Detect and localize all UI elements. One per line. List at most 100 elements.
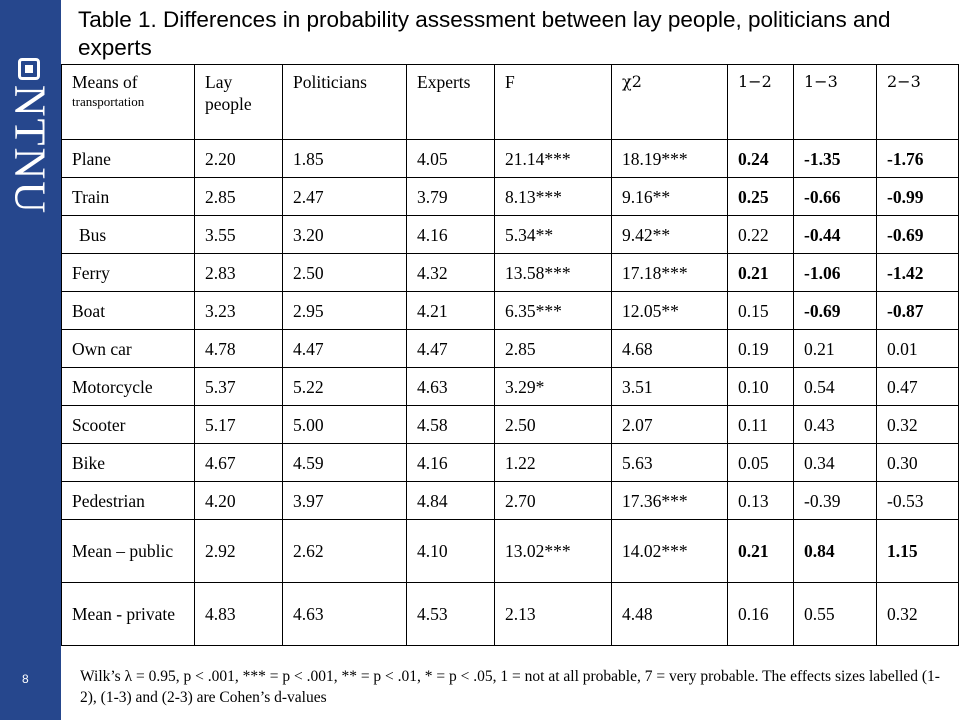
header-chi2: χ2	[611, 64, 728, 140]
cell-transport: Ferry	[61, 253, 195, 292]
cell-lay: 4.20	[194, 481, 283, 520]
cell-d23: 1.15	[876, 519, 959, 583]
cell-politicians: 4.59	[282, 443, 407, 482]
cell-lay: 4.67	[194, 443, 283, 482]
cell-experts: 4.16	[406, 215, 495, 254]
header-lay-people: Lay people	[194, 64, 283, 140]
table-row: Plane 2.20 1.85 4.05 21.14*** 18.19*** 0.24 -1.…	[61, 139, 959, 178]
slide-title: Table 1. Differences in probability asse…	[78, 7, 891, 60]
cell-lay: 2.92	[194, 519, 283, 583]
cell-d12: 0.11	[727, 405, 794, 444]
cell-d23: 0.47	[876, 367, 959, 406]
header-means: Means of transportation	[61, 64, 195, 140]
cell-chi2: 2.07	[611, 405, 728, 444]
cell-d12: 0.05	[727, 443, 794, 482]
table-row: Mean - private 4.83 4.63 4.53 2.13 4.48 0.16 0.…	[61, 582, 959, 646]
cell-experts: 4.16	[406, 443, 495, 482]
cell-transport: Bus	[61, 215, 195, 254]
cell-d23: 0.32	[876, 582, 959, 646]
cell-d23: -0.69	[876, 215, 959, 254]
header-experts: Experts	[406, 64, 495, 140]
ntnu-logo-icon	[18, 58, 40, 80]
slide-number: 8	[22, 672, 29, 686]
cell-d12: 0.24	[727, 139, 794, 178]
cell-transport: Own car	[61, 329, 195, 368]
cell-chi2: 9.16**	[611, 177, 728, 216]
cell-politicians: 3.97	[282, 481, 407, 520]
cell-experts: 4.47	[406, 329, 495, 368]
cell-lay: 4.78	[194, 329, 283, 368]
cell-experts: 4.32	[406, 253, 495, 292]
cell-d12: 0.21	[727, 519, 794, 583]
cell-d23: -0.87	[876, 291, 959, 330]
cell-lay: 5.37	[194, 367, 283, 406]
header-politicians: Politicians	[282, 64, 407, 140]
cell-transport: Mean – public	[61, 519, 195, 583]
cell-experts: 3.79	[406, 177, 495, 216]
table-row: Own car 4.78 4.47 4.47 2.85 4.68 0.19 0.21 0.01	[61, 329, 959, 368]
cell-f: 6.35***	[494, 291, 612, 330]
cell-f: 2.13	[494, 582, 612, 646]
cell-politicians: 5.22	[282, 367, 407, 406]
cell-chi2: 3.51	[611, 367, 728, 406]
cell-politicians: 3.20	[282, 215, 407, 254]
cell-d12: 0.25	[727, 177, 794, 216]
header-means-label: Means of	[72, 72, 138, 92]
table-row: Motorcycle 5.37 5.22 4.63 3.29* 3.51 0.10 0.54 0…	[61, 367, 959, 406]
cell-politicians: 2.95	[282, 291, 407, 330]
cell-f: 13.02***	[494, 519, 612, 583]
cell-d13: 0.21	[793, 329, 877, 368]
cell-transport: Bike	[61, 443, 195, 482]
cell-politicians: 4.47	[282, 329, 407, 368]
table-row: Pedestrian 4.20 3.97 4.84 2.70 17.36*** 0.13 -0…	[61, 481, 959, 520]
cell-f: 8.13***	[494, 177, 612, 216]
cell-chi2: 14.02***	[611, 519, 728, 583]
cell-lay: 3.23	[194, 291, 283, 330]
cell-d23: -1.42	[876, 253, 959, 292]
cell-politicians: 2.50	[282, 253, 407, 292]
header-f: F	[494, 64, 612, 140]
cell-d12: 0.21	[727, 253, 794, 292]
cell-d12: 0.15	[727, 291, 794, 330]
cell-d13: -0.66	[793, 177, 877, 216]
cell-d13: -1.06	[793, 253, 877, 292]
cell-d23: 0.32	[876, 405, 959, 444]
cell-lay: 2.83	[194, 253, 283, 292]
cell-chi2: 5.63	[611, 443, 728, 482]
table-row: Boat 3.23 2.95 4.21 6.35*** 12.05** 0.15 -0.69-…	[61, 291, 959, 330]
cell-d12: 0.16	[727, 582, 794, 646]
cell-d13: -1.35	[793, 139, 877, 178]
cell-chi2: 12.05**	[611, 291, 728, 330]
header-d23: 2−3	[876, 64, 959, 140]
cell-politicians: 5.00	[282, 405, 407, 444]
table-header-row: Means of transportation Lay people Politi…	[61, 64, 959, 140]
cell-lay: 4.83	[194, 582, 283, 646]
cell-transport: Boat	[61, 291, 195, 330]
cell-f: 2.70	[494, 481, 612, 520]
cell-f: 2.85	[494, 329, 612, 368]
table-row: Bus 3.55 3.20 4.16 5.34** 9.42** 0.22 -0.44 -0.6…	[61, 215, 959, 254]
cell-d12: 0.10	[727, 367, 794, 406]
cell-chi2: 17.36***	[611, 481, 728, 520]
cell-transport: Train	[61, 177, 195, 216]
cell-f: 21.14***	[494, 139, 612, 178]
probability-table: Means of transportation Lay people Politi…	[61, 64, 959, 646]
cell-chi2: 17.18***	[611, 253, 728, 292]
cell-d23: 0.01	[876, 329, 959, 368]
cell-d12: 0.22	[727, 215, 794, 254]
cell-experts: 4.21	[406, 291, 495, 330]
cell-chi2: 18.19***	[611, 139, 728, 178]
table-row: Ferry 2.83 2.50 4.32 13.58*** 17.18*** 0.21 -1.…	[61, 253, 959, 292]
cell-d23: 0.30	[876, 443, 959, 482]
cell-f: 13.58***	[494, 253, 612, 292]
cell-transport: Scooter	[61, 405, 195, 444]
table-row: Mean – public 2.92 2.62 4.10 13.02*** 14.02**…	[61, 519, 959, 583]
cell-experts: 4.10	[406, 519, 495, 583]
cell-d13: 0.54	[793, 367, 877, 406]
cell-chi2: 4.48	[611, 582, 728, 646]
header-d12: 1−2	[727, 64, 794, 140]
table-footnote: Wilk’s λ = 0.95, p < .001, *** = p < .00…	[80, 668, 940, 706]
cell-lay: 2.85	[194, 177, 283, 216]
cell-d23: -0.53	[876, 481, 959, 520]
table-row: Bike 4.67 4.59 4.16 1.22 5.63 0.05 0.34 0.30	[61, 443, 959, 482]
